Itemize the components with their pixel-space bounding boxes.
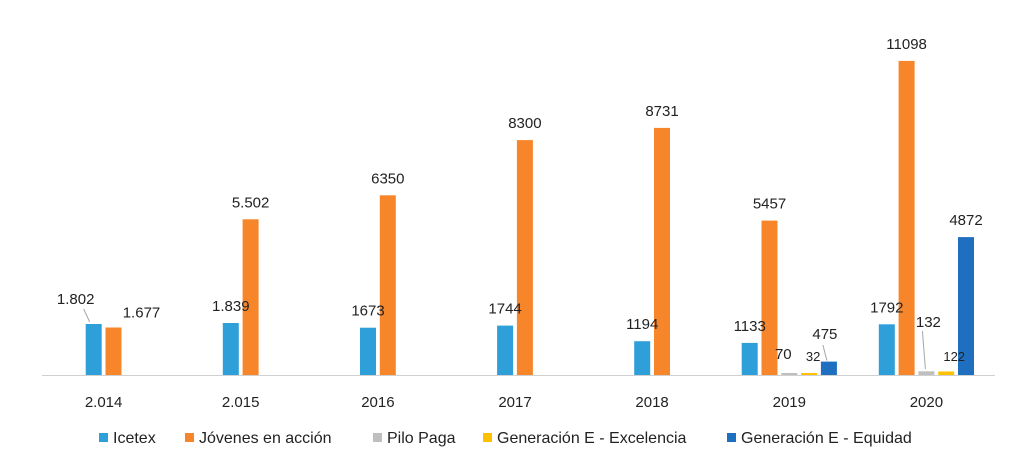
bar-j-venes-en-acci-n-2020 [898, 60, 915, 376]
data-label-icetex-2017: 1744 [488, 301, 521, 318]
bar-generaci-n-e-excelencia-2020 [938, 371, 955, 375]
legend-swatch-generaci-n-e-excelencia [483, 433, 492, 442]
x-tick-label: 2017 [498, 394, 531, 411]
bar-icetex-2017 [497, 325, 514, 375]
legend-swatch-pilo-paga [373, 433, 382, 442]
legend-swatch-icetex [99, 433, 108, 442]
legend-label-generaci-n-e-equidad: Generación E - Equidad [741, 430, 912, 447]
data-label-j-venes-en-acci-n-2014: 1.677 [123, 305, 161, 322]
bar-icetex-2020 [878, 324, 895, 375]
data-label-j-venes-en-acci-n-2016: 6350 [371, 170, 404, 187]
bar-j-venes-en-acci-n-2017 [516, 140, 533, 375]
data-label-icetex-2019: 1133 [734, 318, 766, 335]
data-label-icetex-2018: 1194 [626, 316, 658, 333]
bar-icetex-2014 [85, 324, 102, 375]
bar-j-venes-en-acci-n-2016 [379, 195, 396, 375]
bars-layer [85, 60, 974, 376]
bar-icetex-2018 [634, 341, 651, 375]
data-label-icetex-2020: 1792 [870, 299, 903, 316]
bar-j-venes-en-acci-n-2015 [242, 219, 259, 375]
x-tick-labels: 2.014 2.015 2016 2017 2018 2019 2020 [85, 394, 943, 411]
data-label-j-venes-en-acci-n-2018: 8731 [645, 103, 678, 120]
data-labels-layer: 1.802 1.677 1.839 5.502 1673 6350 1744 8300 1194… [57, 36, 983, 364]
bar-j-venes-en-acci-n-2019 [761, 220, 778, 375]
data-label-j-venes-en-acci-n-2015: 5.502 [232, 194, 270, 211]
legend-swatch-generaci-n-e-equidad [727, 433, 736, 442]
data-label-j-venes-en-acci-n-2019: 5457 [753, 196, 786, 213]
bar-pilo-paga-2020 [918, 371, 935, 375]
bar-j-venes-en-acci-n-2014 [105, 327, 122, 375]
bar-generaci-n-e-equidad-2019 [820, 361, 837, 375]
data-label-generaci-n-e-excelencia-2020: 122 [943, 349, 965, 364]
leader-line-icetex-2014 [83, 308, 91, 323]
x-tick-label: 2.015 [222, 394, 260, 411]
data-label-pilo-paga-2020: 132 [916, 314, 941, 331]
legend-label-generaci-n-e-excelencia: Generación E - Excelencia [497, 430, 687, 447]
x-tick-label: 2016 [361, 394, 394, 411]
x-tick-label: 2018 [635, 394, 668, 411]
bar-generaci-n-e-excelencia-2019 [801, 373, 818, 375]
bar-icetex-2015 [222, 323, 239, 375]
x-tick-label: 2019 [773, 394, 806, 411]
data-label-icetex-2015: 1.839 [212, 298, 250, 315]
x-tick-label: 2.014 [85, 394, 123, 411]
bar-pilo-paga-2019 [781, 373, 798, 375]
legend: Icetex Jóvenes en acción Pilo Paga Generaci… [99, 430, 912, 447]
bar-icetex-2016 [360, 327, 376, 375]
bar-j-venes-en-acci-n-2018 [654, 127, 670, 376]
legend-label-icetex: Icetex [113, 430, 156, 447]
data-label-generaci-n-e-equidad-2019: 475 [812, 326, 837, 343]
leader-lines-layer [83, 308, 926, 370]
bar-icetex-2019 [741, 342, 758, 375]
data-label-generaci-n-e-excelencia-2019: 32 [806, 349, 820, 364]
x-tick-label: 2020 [910, 394, 943, 411]
data-label-generaci-n-e-equidad-2020: 4872 [949, 212, 982, 229]
data-label-j-venes-en-acci-n-2017: 8300 [508, 115, 541, 132]
leader-line-equidad-2019 [822, 344, 828, 361]
legend-swatch-j-venes-en-acci-n [185, 433, 194, 442]
data-label-icetex-2014: 1.802 [57, 291, 95, 308]
data-label-pilo-paga-2019: 70 [775, 346, 792, 363]
legend-label-j-venes-en-acci-n: Jóvenes en acción [199, 430, 332, 447]
data-label-j-venes-en-acci-n-2020: 11098 [886, 36, 927, 53]
leader-line-pilo-paga-2020 [921, 330, 926, 370]
bar-generaci-n-e-equidad-2020 [958, 237, 974, 375]
data-label-icetex-2016: 1673 [351, 303, 384, 320]
legend-label-pilo-paga: Pilo Paga [387, 430, 456, 447]
